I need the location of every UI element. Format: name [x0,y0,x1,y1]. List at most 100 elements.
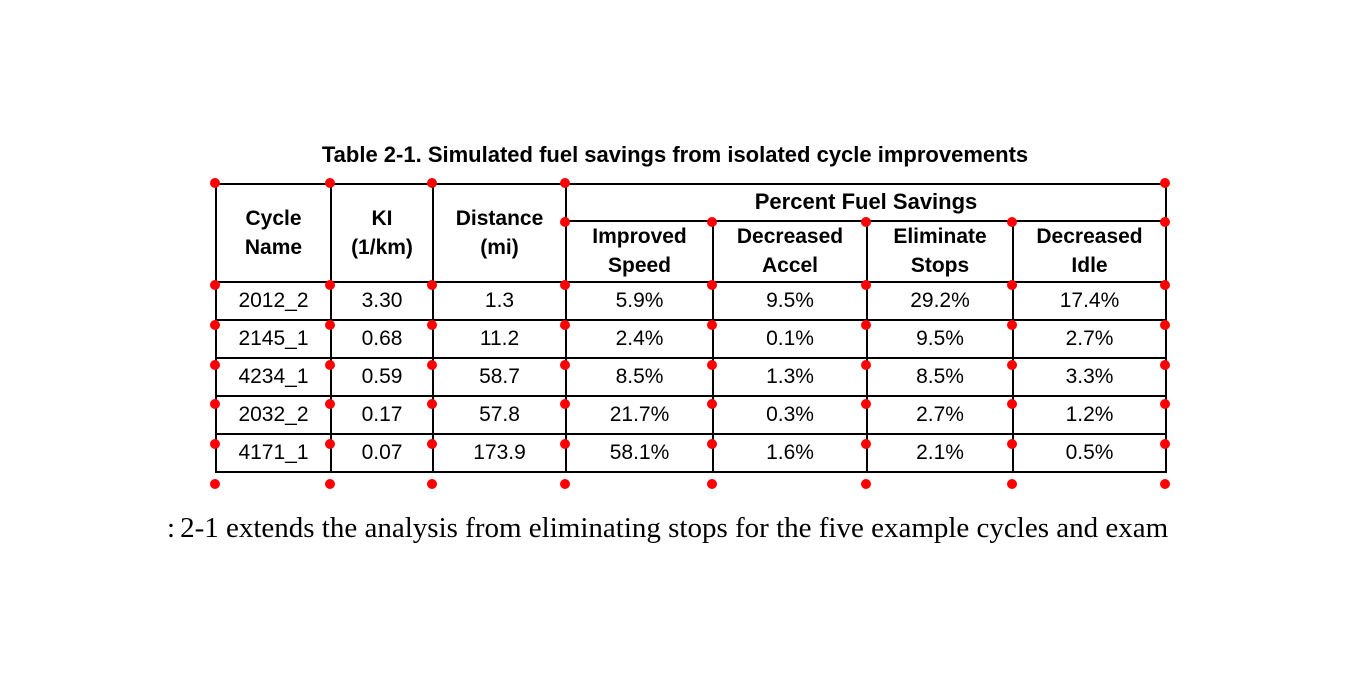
col-header-distance: Distance (mi) [432,183,567,283]
table-cell: 3.30 [330,280,434,321]
grid-annotation-dot [707,399,717,409]
clipped-character-fragment: : [167,512,176,544]
grid-annotation-dot [325,320,335,330]
table-cell: 2.7% [866,394,1014,435]
table-cell: 1.2% [1011,394,1168,435]
table-cell: 5.9% [565,280,714,321]
grid-annotation-dot [210,178,220,188]
grid-annotation-dot [707,280,717,290]
grid-annotation-dot [861,399,871,409]
grid-annotation-dot [560,280,570,290]
table-cell: 9.5% [866,318,1014,359]
col-header-cycle-name: Cycle Name [215,183,332,283]
grid-annotation-dot [861,217,871,227]
grid-annotation-dot [707,360,717,370]
fuel-savings-table: Cycle Name KI (1/km) Distance (mi) Perce… [215,183,1168,473]
grid-annotation-dot [707,320,717,330]
grid-annotation-dot [325,178,335,188]
grid-annotation-dot [1007,217,1017,227]
grid-annotation-dot [707,439,717,449]
grid-annotation-dot [427,479,437,489]
grid-annotation-dot [1160,439,1170,449]
grid-annotation-dot [560,399,570,409]
grid-annotation-dot [1007,320,1017,330]
table-body: 2012_2 3.30 1.3 5.9% 9.5% 29.2% 17.4% 2145_1 0.6… [215,280,1168,473]
grid-annotation-dot [427,399,437,409]
table-cell: 2.1% [866,432,1014,473]
table-cell: 2012_2 [215,280,332,321]
grid-annotation-dot [1007,360,1017,370]
table-cell: 0.5% [1011,432,1168,473]
body-paragraph-text: 2-1 extends the analysis from eliminatin… [180,512,1169,544]
grid-annotation-dot [560,178,570,188]
grid-annotation-dot [427,280,437,290]
grid-annotation-dot [325,280,335,290]
grid-annotation-dot [325,439,335,449]
grid-annotation-dot [861,360,871,370]
grid-annotation-dot [707,217,717,227]
grid-annotation-dot [1160,178,1170,188]
table-cell: 17.4% [1011,280,1168,321]
table-cell: 0.1% [712,318,868,359]
grid-annotation-dot [427,439,437,449]
grid-annotation-dot [560,217,570,227]
table-cell: 57.8 [432,394,567,435]
grid-annotation-dot [1160,399,1170,409]
table-row: 4171_1 0.07 173.9 58.1% 1.6% 2.1% 0.5% [215,432,1168,473]
grid-annotation-dot [861,479,871,489]
grid-annotation-dot [1160,320,1170,330]
table-cell: 173.9 [432,432,567,473]
table-cell: 3.3% [1011,356,1168,397]
col-header-decreased-idle: Decreased Idle [1011,220,1168,283]
grid-annotation-dot [427,360,437,370]
grid-annotation-dot [325,399,335,409]
table-cell: 4234_1 [215,356,332,397]
grid-annotation-dot [1160,360,1170,370]
table-cell: 58.1% [565,432,714,473]
table-cell: 1.3% [712,356,868,397]
grid-annotation-dot [560,439,570,449]
table-cell: 9.5% [712,280,868,321]
grid-annotation-dot [210,399,220,409]
table-cell: 2145_1 [215,318,332,359]
header-row-sub: Improved Speed Decreased Accel Eliminate… [216,220,1168,283]
col-header-improved-speed: Improved Speed [565,220,714,283]
grid-annotation-dot [560,320,570,330]
grid-annotation-dot [427,178,437,188]
grid-annotation-dot [210,360,220,370]
table-cell: 58.7 [432,356,567,397]
col-header-eliminate-stops: Eliminate Stops [866,220,1014,283]
grid-annotation-dot [210,280,220,290]
table-row: 2032_2 0.17 57.8 21.7% 0.3% 2.7% 1.2% [215,394,1168,435]
table-cell: 0.17 [330,394,434,435]
table-row: 2145_1 0.68 11.2 2.4% 0.1% 9.5% 2.7% [215,318,1168,359]
grid-annotation-dot [325,479,335,489]
col-header-decreased-accel: Decreased Accel [712,220,868,283]
table-cell: 2032_2 [215,394,332,435]
table-cell: 0.59 [330,356,434,397]
grid-annotation-dot [861,320,871,330]
grid-annotation-dot [861,280,871,290]
group-header-percent-fuel-savings: Percent Fuel Savings [564,183,1168,222]
col-header-ki: KI (1/km) [330,183,434,283]
grid-annotation-dot [210,479,220,489]
grid-annotation-dot [210,439,220,449]
table-cell: 4171_1 [215,432,332,473]
grid-annotation-dot [210,320,220,330]
table-cell: 1.3 [432,280,567,321]
grid-annotation-dot [325,360,335,370]
grid-annotation-dot [707,479,717,489]
grid-annotation-dot [1160,280,1170,290]
table-cell: 11.2 [432,318,567,359]
table-container: Cycle Name KI (1/km) Distance (mi) Perce… [215,183,1168,473]
table-cell: 2.4% [565,318,714,359]
table-cell: 21.7% [565,394,714,435]
body-paragraph: :2-1 extends the analysis from eliminati… [167,512,1168,545]
table-cell: 1.6% [712,432,868,473]
grid-annotation-dot [560,479,570,489]
table-cell: 8.5% [565,356,714,397]
grid-annotation-dot [861,439,871,449]
table-cell: 2.7% [1011,318,1168,359]
grid-annotation-dot [1007,399,1017,409]
